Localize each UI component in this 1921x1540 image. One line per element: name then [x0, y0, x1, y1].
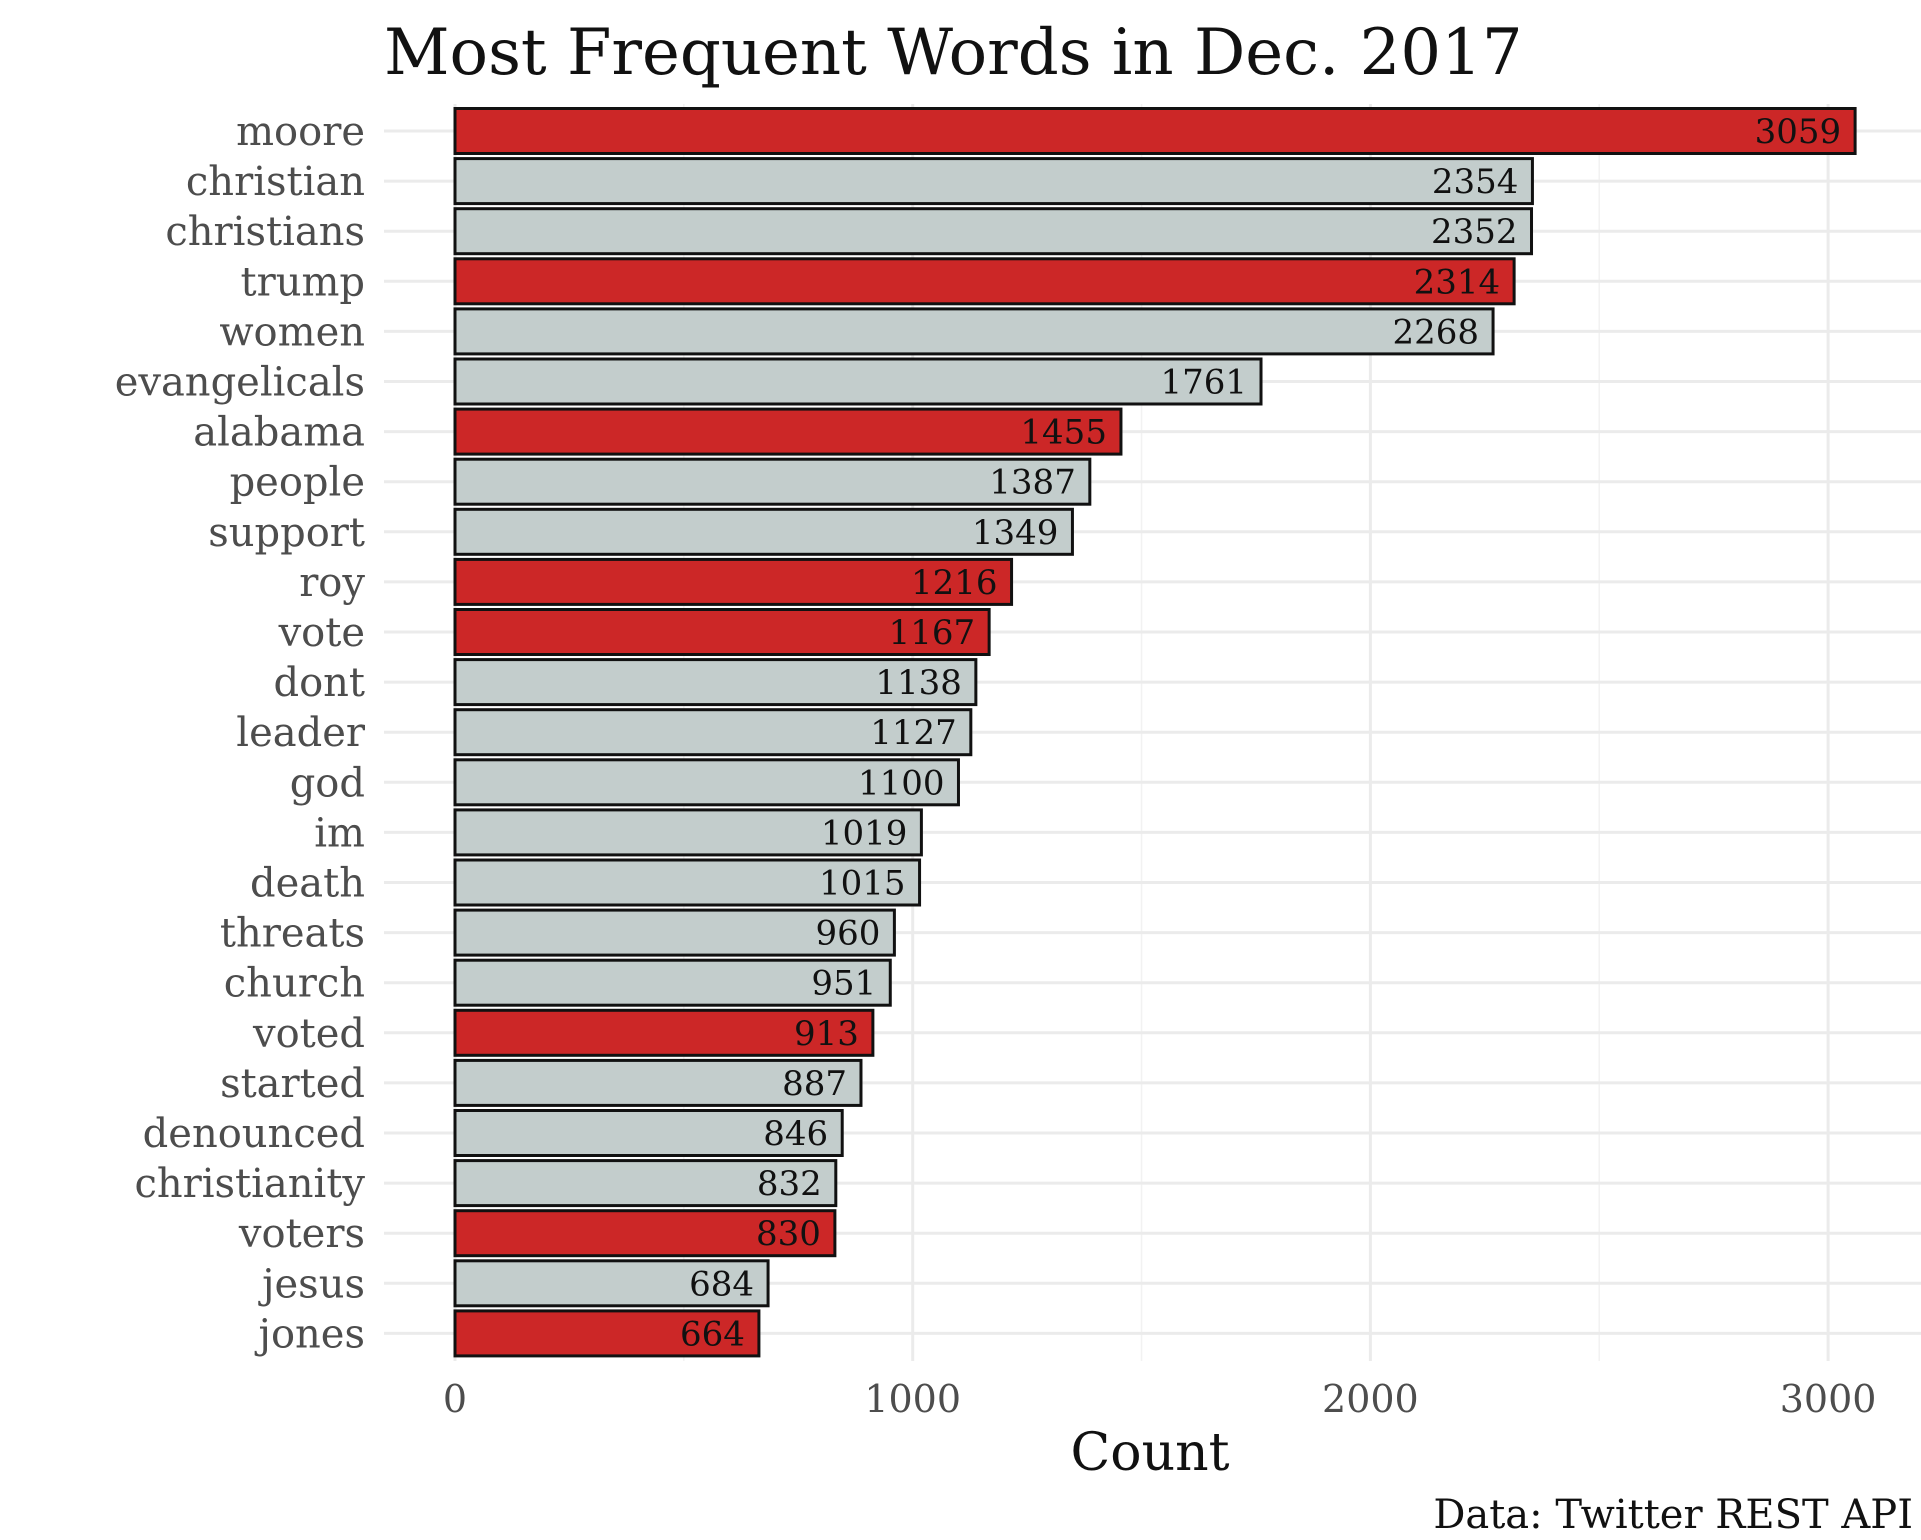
category-label-alabama: alabama — [193, 410, 365, 456]
value-label-christians: 2352 — [1431, 212, 1518, 252]
bar-started — [453, 1058, 863, 1107]
x-axis-title: Count — [1071, 1423, 1230, 1483]
bar-church — [453, 958, 892, 1007]
value-label-evangelicals: 1761 — [1160, 363, 1247, 403]
value-label-church: 951 — [811, 964, 876, 1004]
category-label-christianity: christianity — [134, 1161, 365, 1207]
value-label-threats: 960 — [815, 914, 880, 954]
value-label-death: 1015 — [819, 864, 906, 904]
value-label-voted: 913 — [794, 1014, 859, 1054]
category-label-evangelicals: evangelicals — [115, 360, 365, 406]
category-label-voters: voters — [238, 1211, 365, 1257]
value-label-leader: 1127 — [870, 713, 957, 753]
bar-voters — [453, 1209, 837, 1258]
chart-title: Most Frequent Words in Dec. 2017 — [384, 16, 1523, 90]
x-tick-label: 0 — [443, 1377, 467, 1421]
value-label-denounced: 846 — [763, 1114, 828, 1154]
x-tick-label: 1000 — [864, 1377, 961, 1421]
category-label-trump: trump — [241, 259, 366, 305]
bar-support — [453, 507, 1074, 556]
bar-people — [453, 457, 1092, 506]
bar-christians — [453, 207, 1534, 256]
bar-roy — [453, 557, 1014, 606]
category-label-threats: threats — [220, 911, 365, 957]
value-label-people: 1387 — [989, 463, 1076, 503]
value-label-voters: 830 — [756, 1214, 821, 1254]
chart-caption: Data: Twitter REST API — [1433, 1492, 1913, 1538]
category-label-moore: moore — [236, 109, 365, 155]
category-label-dont: dont — [273, 660, 365, 706]
value-label-women: 2268 — [1393, 312, 1480, 352]
bar-god — [453, 758, 960, 807]
bar-alabama — [453, 407, 1123, 456]
category-label-leader: leader — [236, 710, 366, 756]
value-label-jones: 664 — [680, 1314, 745, 1354]
value-label-trump: 2314 — [1414, 262, 1501, 302]
bar-jesus — [453, 1259, 770, 1308]
bar-vote — [453, 608, 991, 656]
category-label-im: im — [314, 810, 365, 856]
bars: 3059 2354 2352 2314 2268 1761 1455 1387 1349 1216… — [453, 107, 1857, 1358]
bar-leader — [453, 708, 973, 757]
value-label-christianity: 832 — [757, 1164, 822, 1204]
bar-im — [453, 808, 923, 857]
bar-evangelicals — [453, 357, 1263, 406]
category-label-jones: jones — [255, 1311, 365, 1357]
value-label-im: 1019 — [821, 813, 908, 853]
bar-voted — [453, 1008, 875, 1057]
value-label-god: 1100 — [858, 763, 945, 803]
x-tick-label: 3000 — [1780, 1377, 1877, 1421]
category-label-women: women — [219, 309, 365, 355]
bar-women — [453, 307, 1495, 356]
category-label-christians: christians — [165, 209, 365, 255]
category-label-roy: roy — [299, 560, 365, 606]
category-label-denounced: denounced — [143, 1111, 365, 1157]
bar-christian — [453, 157, 1534, 206]
bar-denounced — [453, 1109, 844, 1157]
category-label-jesus: jesus — [258, 1261, 365, 1307]
bar-jones — [453, 1309, 761, 1358]
category-label-vote: vote — [278, 610, 365, 656]
category-label-death: death — [250, 861, 365, 907]
bar-threats — [453, 908, 896, 957]
value-label-jesus: 684 — [689, 1264, 754, 1304]
bar-death — [453, 858, 922, 907]
value-label-alabama: 1455 — [1020, 413, 1107, 453]
value-label-support: 1349 — [972, 513, 1059, 553]
bar-moore — [453, 107, 1857, 155]
value-label-christian: 2354 — [1432, 162, 1519, 202]
value-label-started: 887 — [782, 1064, 847, 1104]
category-label-started: started — [220, 1061, 365, 1107]
category-label-support: support — [208, 510, 365, 556]
bar-christianity — [453, 1159, 838, 1208]
category-label-voted: voted — [252, 1011, 365, 1057]
value-label-moore: 3059 — [1755, 112, 1842, 152]
category-label-people: people — [230, 460, 365, 506]
x-axis-ticks: 0 1000 2000 3000 — [443, 1377, 1877, 1421]
category-label-god: god — [290, 760, 365, 806]
category-label-christian: christian — [186, 159, 365, 205]
value-label-dont: 1138 — [875, 663, 962, 703]
value-label-roy: 1216 — [911, 563, 998, 603]
bar-trump — [453, 257, 1516, 306]
value-label-vote: 1167 — [889, 613, 976, 653]
bar-dont — [453, 658, 978, 707]
x-tick-label: 2000 — [1322, 1377, 1419, 1421]
category-label-church: church — [224, 961, 365, 1007]
